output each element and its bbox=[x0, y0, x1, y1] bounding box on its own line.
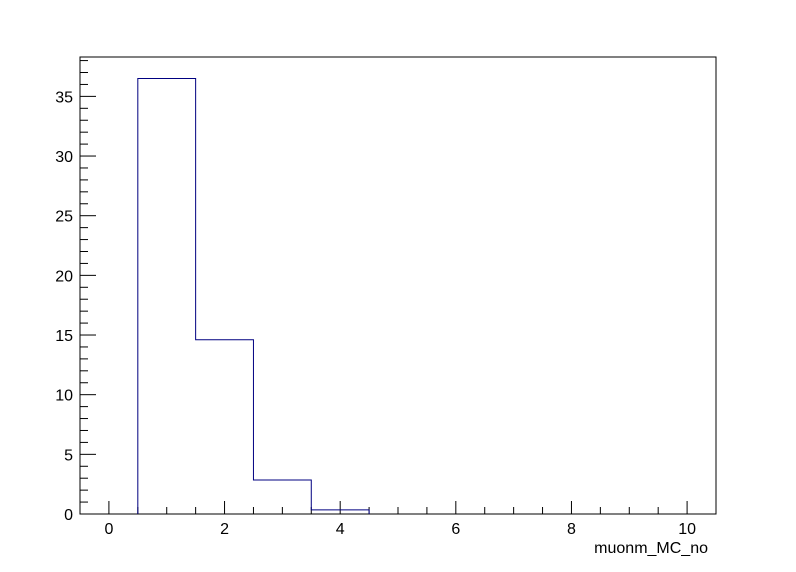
plot-frame bbox=[79, 56, 717, 515]
x-tick-label: 0 bbox=[104, 521, 113, 538]
x-axis-title: muonm_MC_no bbox=[594, 540, 708, 557]
y-tick-label: 15 bbox=[55, 328, 73, 345]
x-tick-label: 4 bbox=[336, 521, 345, 538]
y-tick-label: 20 bbox=[55, 268, 73, 285]
x-tick-label: 6 bbox=[451, 521, 460, 538]
x-axis-ticks bbox=[108, 501, 688, 514]
x-axis-tick-labels: 0 2 4 6 8 10 bbox=[104, 521, 696, 538]
x-tick-label: 10 bbox=[678, 521, 696, 538]
x-tick-label: 8 bbox=[567, 521, 576, 538]
y-tick-label: 25 bbox=[55, 209, 73, 226]
y-tick-label: 10 bbox=[55, 388, 73, 405]
y-tick-label: 35 bbox=[55, 89, 73, 106]
histogram-series-line bbox=[137, 77, 370, 514]
x-tick-label: 2 bbox=[220, 521, 229, 538]
y-tick-label: 5 bbox=[64, 447, 73, 464]
y-tick-label: 30 bbox=[55, 149, 73, 166]
y-axis-ticks bbox=[80, 60, 96, 515]
y-tick-label: 0 bbox=[64, 507, 73, 524]
y-axis-tick-labels: 0 5 10 15 20 25 30 35 bbox=[55, 89, 73, 524]
